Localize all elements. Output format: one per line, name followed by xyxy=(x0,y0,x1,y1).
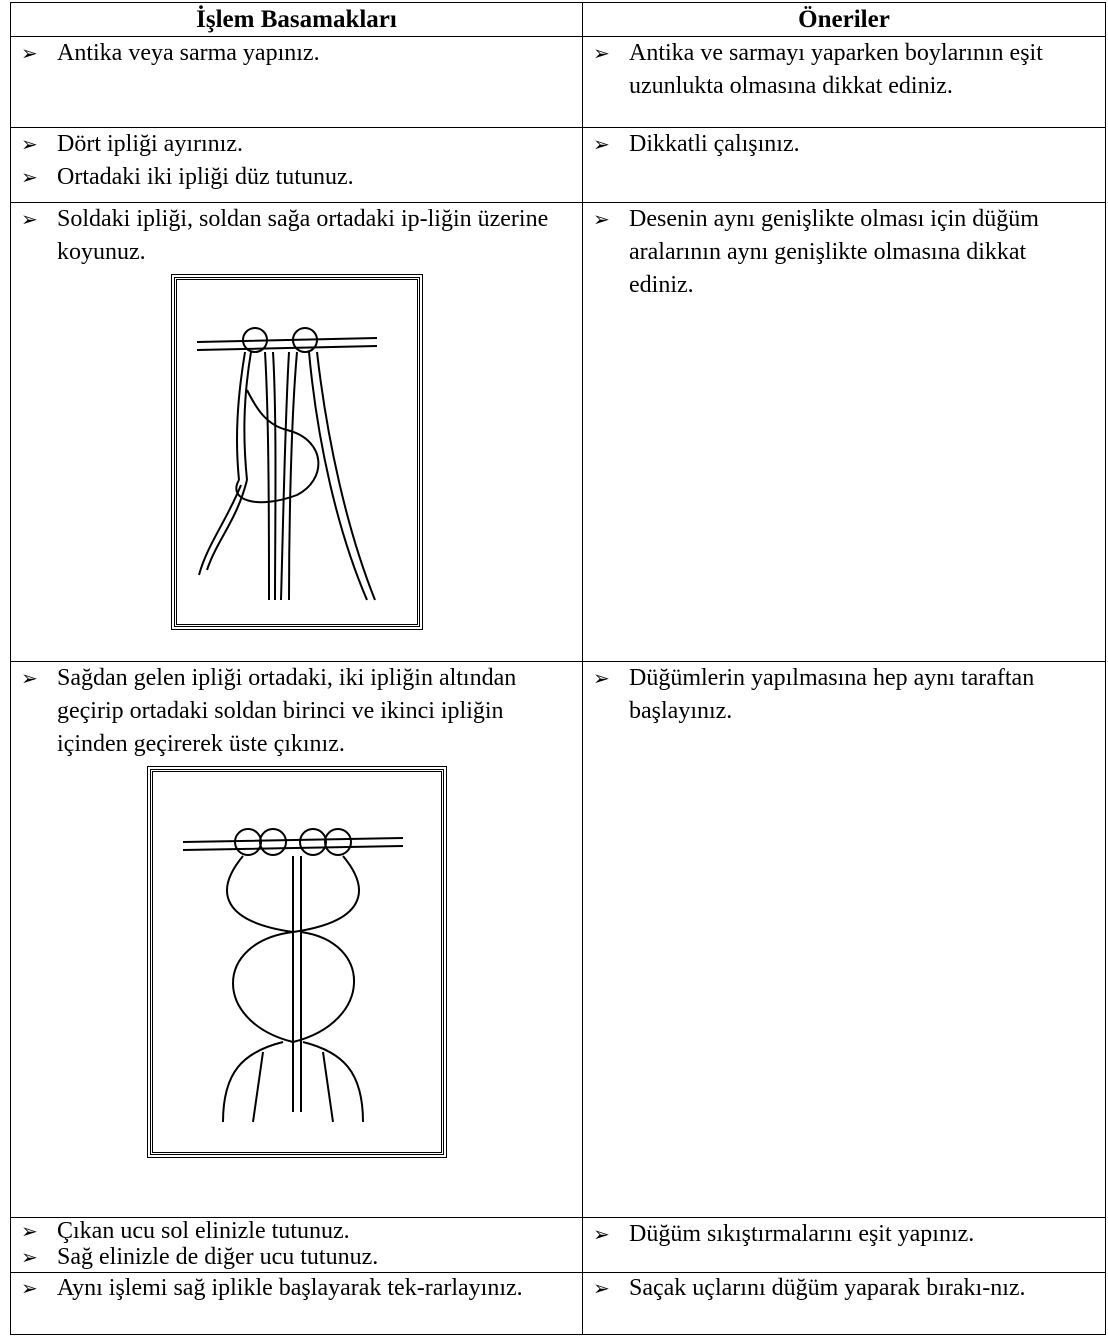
knot-illustration xyxy=(170,274,423,630)
cell: Antika veya sarma yapınız. xyxy=(10,36,583,128)
bullet-item: Ortadaki iki ipliği düz tutunuz. xyxy=(21,161,572,194)
list: Desenin aynı genişlikte olması için düğü… xyxy=(593,203,1095,302)
list: Antika ve sarmayı yaparken boylarının eş… xyxy=(593,37,1095,103)
cell: Saçak uçlarını düğüm yaparak bırakı-nız. xyxy=(582,1272,1106,1335)
cell: Çıkan ucu sol elinizle tutunuz.Sağ elini… xyxy=(10,1217,583,1273)
list: Düğümlerin yapılmasına hep aynı taraftan… xyxy=(593,662,1095,728)
list: Saçak uçlarını düğüm yaparak bırakı-nız. xyxy=(593,1273,1095,1303)
bullet-item: Soldaki ipliği, soldan sağa ortadaki ip-… xyxy=(21,203,572,269)
bullet-item: Düğüm sıkıştırmalarını eşit yapınız. xyxy=(593,1218,1095,1251)
cell: Antika ve sarmayı yaparken boylarının eş… xyxy=(582,36,1106,128)
bullet-item: Antika ve sarmayı yaparken boylarının eş… xyxy=(593,37,1095,103)
row: Soldaki ipliği, soldan sağa ortadaki ip-… xyxy=(10,202,1106,662)
bullet-item: Sağdan gelen ipliği ortadaki, iki ipliği… xyxy=(21,662,572,761)
knot-illustration xyxy=(146,766,447,1158)
header-row: İşlem Basamakları Öneriler xyxy=(10,2,1106,37)
list: Aynı işlemi sağ iplikle başlayarak tek-r… xyxy=(21,1273,572,1303)
cell: Dikkatli çalışınız. xyxy=(582,127,1106,203)
cell: Düğümlerin yapılmasına hep aynı taraftan… xyxy=(582,661,1106,1218)
steps-table: İşlem Basamakları Öneriler Antika veya s… xyxy=(10,2,1106,1335)
cell: Düğüm sıkıştırmalarını eşit yapınız. xyxy=(582,1217,1106,1273)
list: Antika veya sarma yapınız. xyxy=(21,37,572,70)
cell: Soldaki ipliği, soldan sağa ortadaki ip-… xyxy=(10,202,583,662)
list: Sağdan gelen ipliği ortadaki, iki ipliği… xyxy=(21,662,572,761)
bullet-item: Saçak uçlarını düğüm yaparak bırakı-nız. xyxy=(593,1273,1095,1303)
bullet-item: Dikkatli çalışınız. xyxy=(593,128,1095,161)
bullet-item: Dört ipliği ayırınız. xyxy=(21,128,572,161)
cell: Sağdan gelen ipliği ortadaki, iki ipliği… xyxy=(10,661,583,1218)
row: Aynı işlemi sağ iplikle başlayarak tek-r… xyxy=(10,1272,1106,1335)
list: Çıkan ucu sol elinizle tutunuz.Sağ elini… xyxy=(21,1218,572,1270)
header-cell: Öneriler xyxy=(582,2,1106,37)
list: Dikkatli çalışınız. xyxy=(593,128,1095,161)
cell: Dört ipliği ayırınız.Ortadaki iki ipliği… xyxy=(10,127,583,203)
bullet-item: Desenin aynı genişlikte olması için düğü… xyxy=(593,203,1095,302)
list: Soldaki ipliği, soldan sağa ortadaki ip-… xyxy=(21,203,572,269)
cell: Aynı işlemi sağ iplikle başlayarak tek-r… xyxy=(10,1272,583,1335)
bullet-item: Antika veya sarma yapınız. xyxy=(21,37,572,70)
bullet-item: Aynı işlemi sağ iplikle başlayarak tek-r… xyxy=(21,1273,572,1303)
cell: Desenin aynı genişlikte olması için düğü… xyxy=(582,202,1106,662)
row: Sağdan gelen ipliği ortadaki, iki ipliği… xyxy=(10,661,1106,1218)
row: Çıkan ucu sol elinizle tutunuz.Sağ elini… xyxy=(10,1217,1106,1273)
list: Düğüm sıkıştırmalarını eşit yapınız. xyxy=(593,1218,1095,1251)
bullet-item: Düğümlerin yapılmasına hep aynı taraftan… xyxy=(593,662,1095,728)
list: Dört ipliği ayırınız.Ortadaki iki ipliği… xyxy=(21,128,572,194)
header-cell: İşlem Basamakları xyxy=(10,2,583,37)
bullet-item: Sağ elinizle de diğer ucu tutunuz. xyxy=(21,1244,572,1270)
row: Dört ipliği ayırınız.Ortadaki iki ipliği… xyxy=(10,127,1106,203)
bullet-item: Çıkan ucu sol elinizle tutunuz. xyxy=(21,1218,572,1244)
row: Antika veya sarma yapınız. Antika ve sar… xyxy=(10,36,1106,128)
